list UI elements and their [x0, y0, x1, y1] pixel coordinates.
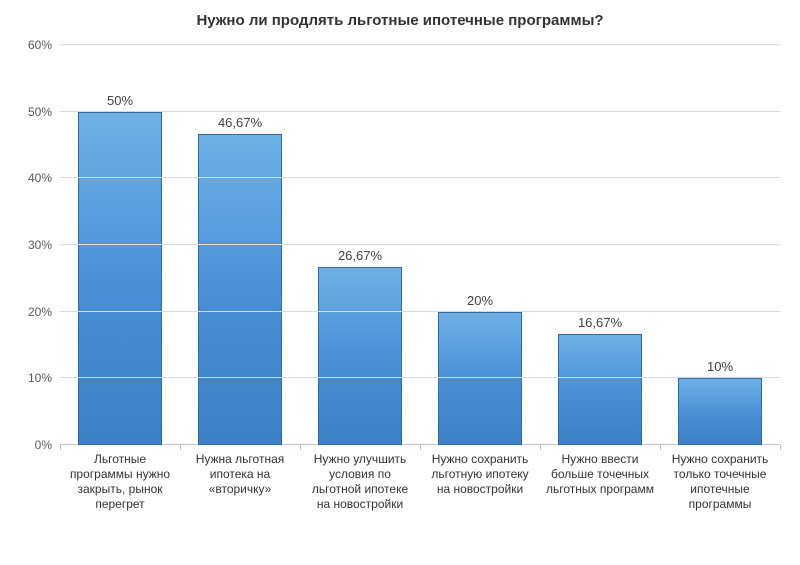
gridline [60, 244, 780, 245]
x-tick [540, 445, 541, 450]
x-tick [60, 445, 61, 450]
chart-title: Нужно ли продлять льготные ипотечные про… [0, 12, 800, 29]
bar [78, 112, 162, 445]
gridline [60, 44, 780, 45]
category-label: Нужно сохранить только точечные ипотечны… [660, 452, 780, 512]
bar-value-label: 10% [707, 359, 733, 374]
y-tick-label: 20% [28, 305, 60, 319]
category-label: Нужно ввести больше точечных льготных пр… [540, 452, 660, 512]
plot-area: 50%46,67%26,67%20%16,67%10% 0%10%20%30%4… [60, 45, 780, 445]
y-tick-label: 0% [35, 438, 60, 452]
category-label: Нужно улучшить условия по льготной ипоте… [300, 452, 420, 512]
bar-slot: 46,67% [180, 45, 300, 445]
y-tick-label: 60% [28, 38, 60, 52]
category-label: Нужна льготная ипотека на «вторичку» [180, 452, 300, 512]
gridline [60, 111, 780, 112]
category-label: Льготные программы нужно закрыть, рынок … [60, 452, 180, 512]
gridline [60, 177, 780, 178]
bar [198, 134, 282, 445]
y-tick-label: 50% [28, 105, 60, 119]
category-label: Нужно сохранить льготную ипотеку на ново… [420, 452, 540, 512]
bar-slot: 10% [660, 45, 780, 445]
gridline [60, 377, 780, 378]
y-tick-label: 30% [28, 238, 60, 252]
y-tick-label: 40% [28, 171, 60, 185]
category-labels-row: Льготные программы нужно закрыть, рынок … [60, 452, 780, 512]
x-tick [180, 445, 181, 450]
bar-value-label: 50% [107, 93, 133, 108]
x-tick [300, 445, 301, 450]
bar-value-label: 26,67% [338, 248, 382, 263]
bar-slot: 50% [60, 45, 180, 445]
bar [558, 334, 642, 445]
bar-slot: 16,67% [540, 45, 660, 445]
bar-value-label: 46,67% [218, 115, 262, 130]
bar [318, 267, 402, 445]
bar [678, 378, 762, 445]
bar-value-label: 16,67% [578, 315, 622, 330]
bar-value-label: 20% [467, 293, 493, 308]
x-tick [420, 445, 421, 450]
x-tick [660, 445, 661, 450]
bar-slot: 26,67% [300, 45, 420, 445]
gridline [60, 311, 780, 312]
bar-slot: 20% [420, 45, 540, 445]
bar-chart: Нужно ли продлять льготные ипотечные про… [0, 0, 800, 565]
bars-row: 50% 46,67% 26,67% 20% 16,67% 10% [60, 45, 780, 445]
y-tick-label: 10% [28, 371, 60, 385]
x-tick [780, 445, 781, 450]
